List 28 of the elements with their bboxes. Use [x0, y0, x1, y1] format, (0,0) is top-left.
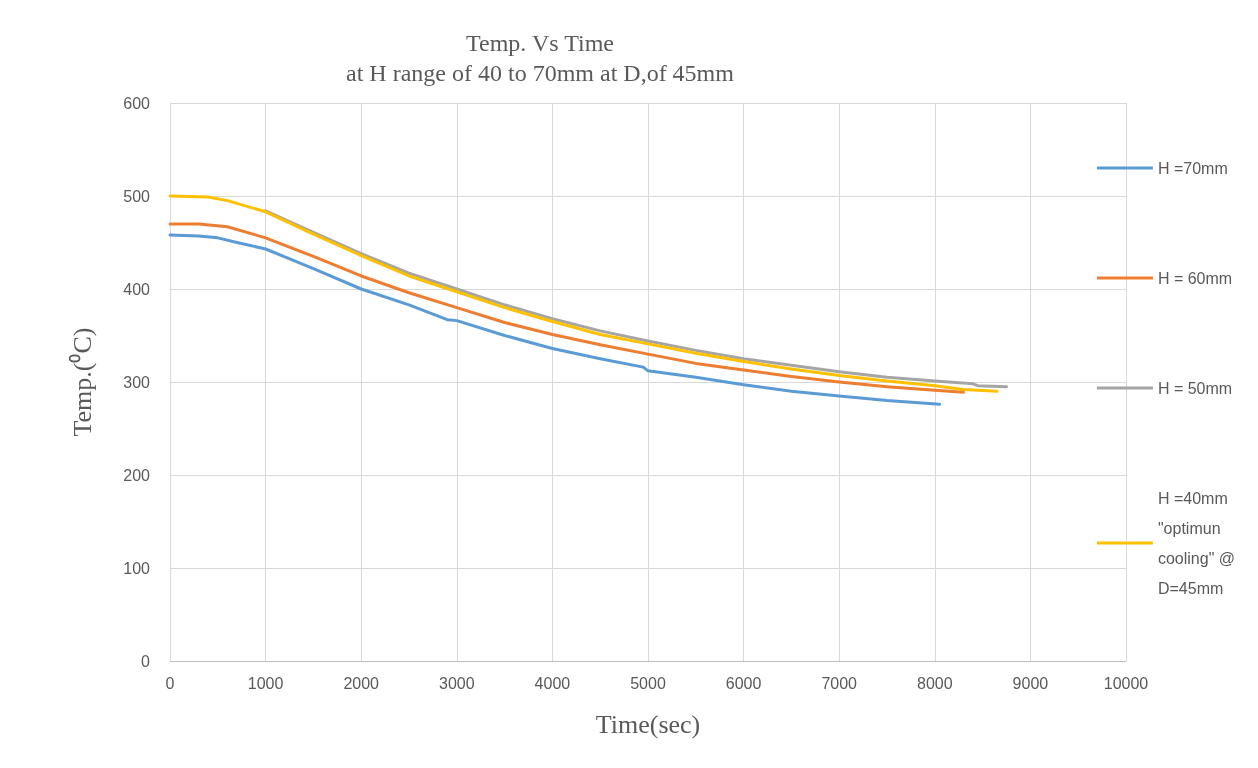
x-tick-label: 4000	[534, 674, 571, 692]
x-tick-label: 8000	[917, 674, 953, 692]
legend-label: H = 60mm	[1157, 269, 1233, 287]
x-tick-label: 3000	[439, 674, 475, 692]
y-tick-label: 200	[123, 466, 151, 484]
x-tick-label: 2000	[343, 674, 380, 692]
chart-title: Temp. Vs Time	[466, 30, 614, 56]
y-tick-label: 100	[123, 559, 151, 577]
y-tick-label: 300	[123, 373, 151, 391]
chart-subtitle: at H range of 40 to 70mm at D,of 45mm	[346, 60, 735, 86]
x-tick-label: 10000	[1103, 674, 1149, 692]
x-axis-title: Time(sec)	[595, 709, 701, 739]
line-series	[168, 194, 999, 393]
x-tick-label: 6000	[725, 674, 762, 692]
x-tick-label: 0	[165, 674, 175, 692]
x-tick-label: 9000	[1012, 674, 1049, 692]
x-tick-label: 1000	[247, 674, 284, 692]
legend-label: H =70mm	[1157, 159, 1228, 177]
y-tick-label: 500	[123, 187, 151, 205]
legend-label: H = 50mm	[1157, 379, 1233, 397]
y-axis-title: Temp.(⁰C)	[67, 327, 97, 437]
y-tick-label: 0	[141, 652, 151, 670]
line-series	[264, 209, 1008, 389]
x-tick-label: 7000	[821, 674, 858, 692]
y-tick-label: 400	[123, 280, 151, 298]
y-tick-label: 600	[123, 94, 151, 112]
legend-label: H =40mm "optimun cooling" @ D=45mm	[1157, 489, 1236, 597]
x-tick-label: 5000	[630, 674, 666, 692]
